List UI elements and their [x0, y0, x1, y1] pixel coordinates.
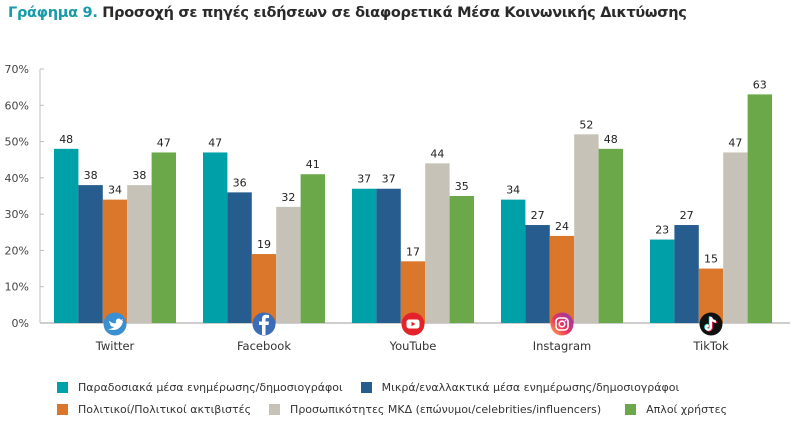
category-label: Instagram: [533, 339, 592, 353]
bar: [127, 185, 152, 323]
data-label: 34: [108, 184, 122, 197]
data-label: 17: [406, 245, 420, 258]
bar: [747, 94, 772, 324]
y-tick-label: 50%: [5, 136, 29, 149]
data-label: 38: [84, 169, 98, 182]
bar: [376, 188, 401, 323]
bar: [227, 192, 252, 323]
bar: [650, 239, 675, 323]
category-label: YouTube: [389, 339, 437, 353]
data-label: 44: [430, 147, 444, 160]
bar: [151, 152, 176, 323]
legend-swatch: [57, 403, 68, 415]
twitter-icon: [103, 312, 127, 336]
data-label: 19: [257, 238, 271, 251]
data-label: 27: [531, 209, 545, 222]
data-label: 24: [555, 220, 569, 233]
bar: [501, 199, 526, 323]
tiktok-icon: [699, 312, 723, 336]
bar: [674, 225, 699, 323]
y-tick-label: 30%: [5, 208, 29, 221]
legend-row: Πολιτικοί/Πολιτικοί ακτιβιστές Προσωπικότ…: [57, 398, 745, 420]
legend-item: Απλοί χρήστες: [625, 403, 727, 416]
bar: [352, 188, 377, 323]
chart-title: Γράφημα 9. Προσοχή σε πηγές ειδήσεων σε …: [8, 5, 687, 21]
bar: [723, 152, 748, 323]
legend: Παραδοσιακά μέσα ενημέρωσης/δημοσιογράφο…: [57, 376, 745, 420]
y-tick-label: 60%: [5, 99, 29, 112]
youtube-icon: [401, 312, 425, 336]
data-label: 52: [579, 118, 593, 131]
data-label: 48: [59, 133, 73, 146]
bar: [525, 225, 550, 323]
data-label: 32: [281, 191, 295, 204]
legend-label: Απλοί χρήστες: [646, 402, 728, 416]
legend-swatch: [625, 403, 637, 415]
legend-item: Πολιτικοί/Πολιτικοί ακτιβιστές: [57, 403, 251, 416]
bar: [78, 185, 103, 323]
data-label: 37: [357, 173, 371, 186]
chart-number: Γράφημα 9.: [8, 5, 98, 21]
data-label: 27: [680, 209, 694, 222]
data-label: 47: [208, 136, 222, 149]
facebook-icon: [252, 312, 276, 336]
data-label: 15: [704, 253, 718, 266]
x-axis-labels: Twitter Facebook YouTube Instagram TikTok: [95, 339, 729, 353]
bar: [425, 163, 450, 323]
legend-label: Πολιτικοί/Πολιτικοί ακτιβιστές: [78, 402, 252, 416]
legend-item: Μικρά/εναλλακτικά μέσα ενημέρωσης/δημοσι…: [360, 380, 680, 394]
instagram-icon: [550, 312, 574, 336]
bar: [102, 199, 128, 323]
chart-title-text: Προσοχή σε πηγές ειδήσεων σε διαφορετικά…: [102, 5, 687, 21]
bar: [54, 148, 79, 323]
legend-label: Προσωπικότητες ΜΚΔ (επώνυμοι/celebrities…: [290, 402, 602, 416]
data-label: 23: [655, 224, 669, 237]
bar: [276, 206, 301, 323]
data-label: 47: [728, 136, 742, 149]
legend-item: Παραδοσιακά μέσα ενημέρωσης/δημοσιογράφο…: [57, 381, 343, 394]
bar: [203, 152, 228, 323]
data-label: 36: [233, 176, 247, 189]
bar: [549, 235, 575, 323]
legend-swatch: [269, 403, 281, 415]
legend-swatch: [57, 381, 68, 393]
bar: [251, 254, 277, 323]
data-label: 48: [604, 133, 618, 146]
legend-swatch: [360, 381, 372, 393]
category-label: TikTok: [692, 339, 729, 353]
y-tick-label: 0%: [12, 317, 29, 330]
y-tick-label: 10%: [5, 281, 29, 294]
bars: [54, 94, 772, 324]
y-tick-label: 40%: [5, 172, 29, 185]
data-label: 37: [382, 173, 396, 186]
bar: [574, 134, 599, 323]
legend-row: Παραδοσιακά μέσα ενημέρωσης/δημοσιογράφο…: [57, 376, 745, 398]
data-labels: 48 38 34 38 47 47 36 19 32 41 37 37 17 44 35 34 27 24 52 48…: [59, 78, 767, 265]
y-tick-label: 70%: [5, 63, 29, 76]
data-label: 34: [506, 184, 520, 197]
bar: [598, 148, 623, 323]
legend-label: Παραδοσιακά μέσα ενημέρωσης/δημοσιογράφο…: [78, 380, 343, 394]
bar-chart: 0% 10% 20% 30% 40% 50% 60% 70% 48 38 34 38 47 47 36 19…: [5, 63, 790, 353]
category-label: Facebook: [237, 339, 291, 353]
bar: [449, 196, 474, 323]
data-label: 35: [455, 180, 469, 193]
category-label: Twitter: [95, 339, 135, 353]
legend-label: Μικρά/εναλλακτικά μέσα ενημέρωσης/δημοσι…: [381, 380, 680, 394]
legend-item: Προσωπικότητες ΜΚΔ (επώνυμοι/celebrities…: [269, 403, 601, 416]
bar: [300, 174, 325, 323]
data-label: 41: [306, 158, 320, 171]
data-label: 47: [157, 136, 171, 149]
data-label: 38: [132, 169, 146, 182]
category-icons: [103, 312, 723, 336]
data-label: 63: [753, 78, 767, 91]
y-tick-label: 20%: [5, 244, 29, 257]
